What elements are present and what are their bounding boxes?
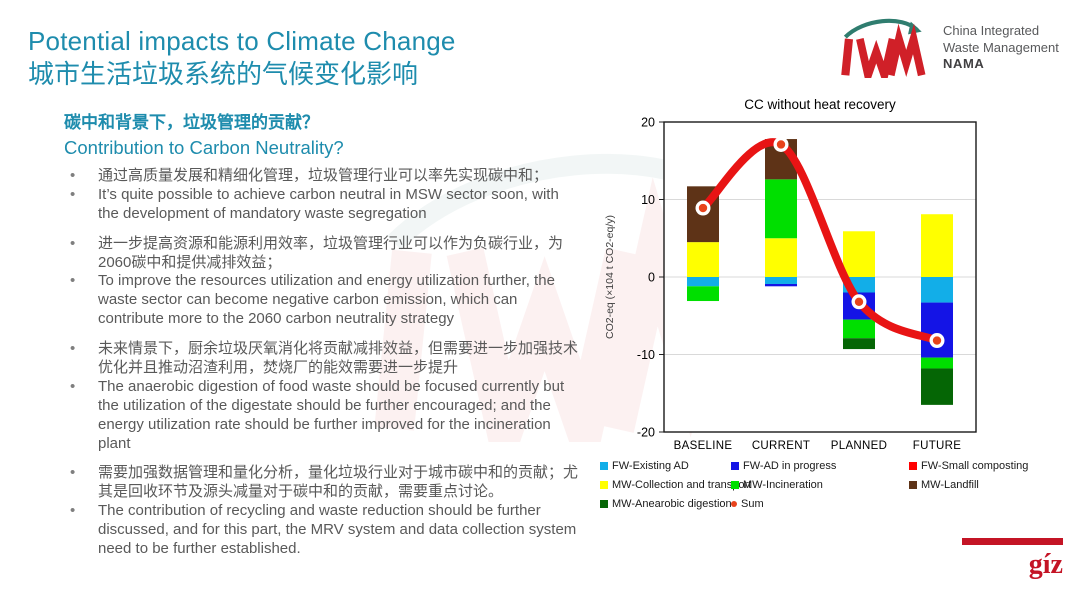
giz-red-bar (962, 538, 1063, 545)
y-tick-label: 0 (648, 271, 655, 285)
bar-segment (765, 179, 797, 239)
category-label: BASELINE (674, 440, 733, 452)
legend-item-fw-ad-in-progress: FW-AD in progress (731, 460, 909, 472)
sum-marker (698, 203, 708, 213)
legend-swatch-icon (731, 481, 739, 489)
legend-swatch-icon (731, 462, 739, 470)
bullet-item: To improve the resources utilization and… (64, 272, 580, 329)
iwm-nama-logo: China Integrated Waste Management NAMA (836, 18, 1059, 78)
legend-item-mw-anearobic-digestion: MW-Anearobic digestion (600, 498, 732, 510)
category-label: FUTURE (913, 440, 961, 452)
category-label: PLANNED (831, 440, 887, 452)
chart-plot: 20 10 0 -10 -20 BASELINE CURRENT PLANNED FUTURE (637, 116, 977, 452)
bar-segment (921, 302, 953, 358)
logo-line1: China Integrated (943, 22, 1040, 38)
heading-chinese: 碳中和背景下，垃圾管理的贡献？ (64, 113, 319, 132)
title-chinese: 城市生活垃圾系统的气候变化影响 (28, 58, 419, 89)
title-english: Potential impacts to Climate Change (28, 26, 456, 56)
legend-dot-icon (731, 501, 737, 507)
bullet-item: 通过高质量发展和精细化管理，垃圾管理行业可以率先实现碳中和； (64, 167, 580, 186)
giz-wordmark: gíz (1028, 549, 1063, 580)
sum-marker (854, 297, 864, 306)
bar-segment (921, 357, 953, 369)
sum-line (699, 138, 941, 345)
legend-swatch-icon (600, 500, 608, 508)
bar-segment (843, 319, 875, 339)
content-column: 碳中和背景下，垃圾管理的贡献？ Contribution to Carbon N… (64, 112, 580, 559)
y-tick-label: 20 (641, 116, 655, 130)
giz-logo: gíz (962, 538, 1063, 579)
bar-segment (765, 283, 797, 287)
bullet-item: It’s quite possible to achieve carbon ne… (64, 186, 580, 224)
legend-swatch-icon (600, 481, 608, 489)
legend-label: MW-Landfill (921, 479, 979, 491)
logo-text: China Integrated Waste Management NAMA (943, 23, 1059, 74)
chart-legend: FW-Existing AD FW-AD in progress FW-Small … (600, 460, 1072, 510)
bar-segment (843, 338, 875, 350)
bar-segment (687, 277, 719, 287)
legend-label: Sum (741, 498, 764, 510)
bar-segment (921, 368, 953, 405)
bar-segment (687, 242, 719, 277)
iwm-logo-icon (836, 18, 931, 78)
category-label: CURRENT (752, 440, 810, 452)
legend-item-mw-incineration: MW-Incineration (731, 479, 909, 491)
bullet-group-1: 通过高质量发展和精细化管理，垃圾管理行业可以率先实现碳中和； It’s quit… (64, 167, 580, 224)
y-tick-label: -10 (637, 348, 655, 362)
bullet-item: 需要加强数据管理和量化分析，量化垃圾行业对于城市碳中和的贡献；尤其是回收环节及源… (64, 464, 580, 502)
sum-marker (932, 336, 942, 345)
legend-label: FW-Existing AD (612, 460, 689, 472)
cc-chart: CC without heat recovery CO2-eq (×104 t … (598, 94, 1072, 530)
bar-segment (687, 286, 719, 302)
y-tick-label: -20 (637, 426, 655, 440)
bar-segment (921, 277, 953, 303)
legend-swatch-icon (909, 481, 917, 489)
bar-segment (921, 214, 953, 277)
bullet-group-4: 需要加强数据管理和量化分析，量化垃圾行业对于城市碳中和的贡献；尤其是回收环节及源… (64, 464, 580, 558)
plot-border (663, 121, 977, 433)
page-title: Potential impacts to Climate Change 城市生活… (28, 26, 456, 90)
bullet-group-2: 进一步提高资源和能源利用效率，垃圾管理行业可以作为负碳行业，为2060碳中和提供… (64, 235, 580, 329)
legend-label: FW-Small composting (921, 460, 1029, 472)
heading-english: Contribution to Carbon Neutrality? (64, 136, 344, 158)
logo-line2: Waste Management (943, 39, 1059, 55)
legend-item-mw-collection-and-transport: MW-Collection and transport (600, 479, 751, 491)
bar-segment (765, 238, 797, 277)
legend-label: MW-Collection and transport (612, 479, 752, 491)
bullet-item: 未来情景下，厨余垃圾厌氧消化将贡献减排效益，但需要进一步加强技术优化并且推动沼渣… (64, 340, 580, 378)
legend-swatch-icon (909, 462, 917, 470)
legend-item-fw-small-composting: FW-Small composting (909, 460, 1072, 472)
legend-label: MW-Anearobic digestion (612, 498, 732, 510)
sum-marker (776, 140, 786, 149)
legend-swatch-icon (600, 462, 608, 470)
bar-segment (843, 231, 875, 277)
bullet-group-3: 未来情景下，厨余垃圾厌氧消化将贡献减排效益，但需要进一步加强技术优化并且推动沼渣… (64, 340, 580, 453)
bullet-item: The anaerobic digestion of food waste sh… (64, 378, 580, 454)
legend-item-sum: Sum (731, 498, 909, 510)
legend-item-mw-landfill: MW-Landfill (909, 479, 1072, 491)
legend-label: MW-Incineration (743, 479, 823, 491)
y-tick-label: 10 (641, 193, 655, 207)
chart-title: CC without heat recovery (744, 97, 896, 112)
bullet-item: 进一步提高资源和能源利用效率，垃圾管理行业可以作为负碳行业，为2060碳中和提供… (64, 235, 580, 273)
bar-segment (765, 277, 797, 284)
bullet-item: The contribution of recycling and waste … (64, 502, 580, 559)
logo-line3: NAMA (943, 56, 985, 72)
legend-item-fw-existing-ad: FW-Existing AD (600, 460, 731, 472)
legend-label: FW-AD in progress (743, 460, 837, 472)
